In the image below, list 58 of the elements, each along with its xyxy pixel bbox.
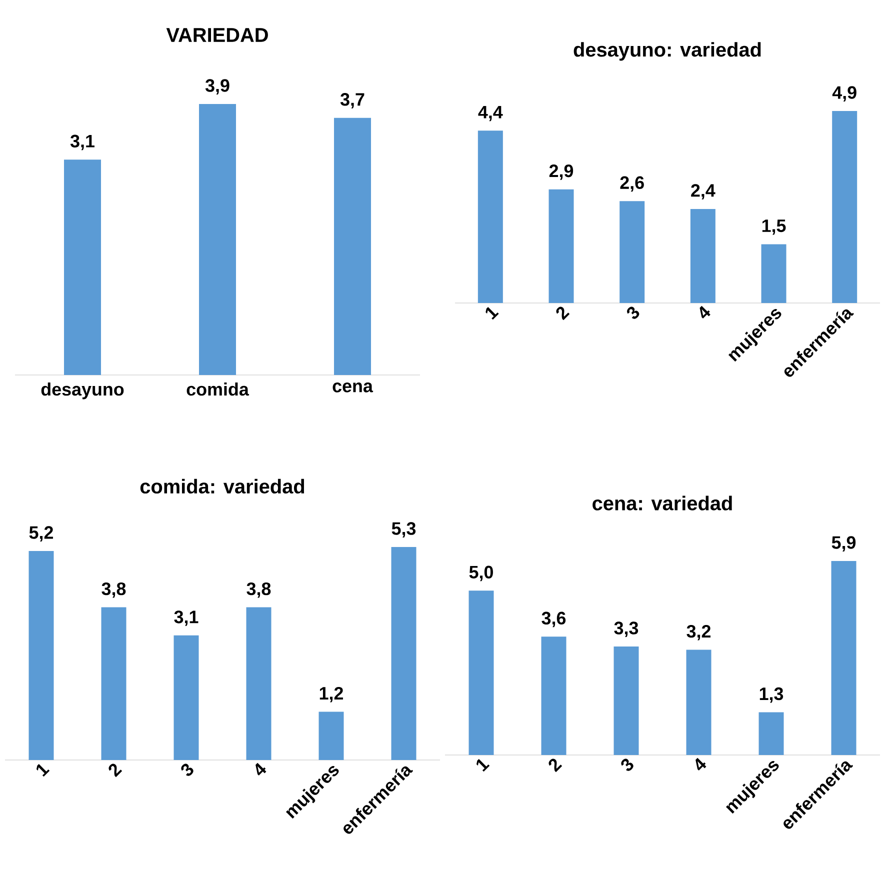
data-label: 5,9 (832, 536, 856, 552)
x-tick-label: 1 (486, 307, 499, 320)
data-label: 5,0 (469, 566, 493, 582)
data-label: 5,3 (392, 522, 416, 538)
bar (686, 650, 712, 755)
bar (478, 130, 503, 303)
x-tick-label: cena (332, 382, 374, 392)
x-tick-label: comida (186, 382, 250, 396)
x-tick-label: 2 (548, 758, 562, 772)
bar (391, 546, 416, 760)
bar (832, 110, 858, 303)
x-tick-label: 4 (696, 758, 706, 770)
x-tick-label: 4 (256, 762, 266, 776)
data-label: 3,2 (686, 624, 710, 640)
bar (468, 590, 494, 755)
data-label: 3,8 (246, 582, 271, 598)
bar (246, 607, 272, 760)
data-label: 2,4 (691, 184, 716, 200)
bar (548, 189, 574, 303)
data-label: 3,8 (102, 582, 126, 598)
chart-title: VARIEDAD (166, 28, 268, 42)
data-label: 3,7 (340, 93, 364, 108)
data-label: 1,5 (762, 220, 786, 235)
chart-title: comida: variedad (140, 478, 304, 494)
chart-title: cena: variedad (592, 496, 732, 510)
bar (28, 551, 54, 760)
x-tick-label: 2 (108, 764, 122, 778)
bar (620, 201, 645, 303)
data-label: 3,1 (174, 610, 198, 626)
bar (758, 712, 784, 755)
data-label: 1,2 (320, 686, 343, 702)
data-label: 4,4 (478, 106, 503, 122)
x-tick-label: 3 (621, 758, 634, 771)
data-label: 1,3 (760, 687, 784, 703)
x-tick-label: 3 (627, 306, 640, 319)
bar (541, 636, 566, 755)
data-label: 2,6 (620, 176, 644, 192)
data-label: 3,3 (614, 622, 638, 637)
chart-title: desayuno: variedad (574, 42, 761, 61)
data-label: 3,9 (205, 79, 230, 94)
data-label: 3,1 (70, 134, 94, 150)
x-tick-label: 1 (36, 764, 50, 777)
x-tick-label: 4 (700, 306, 710, 318)
data-label: 4,9 (832, 86, 856, 102)
bar (831, 560, 856, 755)
bar (761, 244, 786, 303)
x-tick-label: 2 (556, 306, 570, 320)
x-tick-label: 3 (181, 764, 194, 776)
bar (614, 646, 639, 755)
x-tick-label: 1 (476, 759, 490, 772)
x-tick-label: desayuno (41, 382, 124, 400)
data-label: 3,6 (542, 612, 566, 628)
data-label: 2,9 (549, 164, 574, 180)
bar (174, 635, 199, 760)
bar (101, 607, 126, 760)
data-label: 5,2 (29, 526, 53, 542)
bar (690, 208, 716, 303)
bar (318, 712, 344, 760)
